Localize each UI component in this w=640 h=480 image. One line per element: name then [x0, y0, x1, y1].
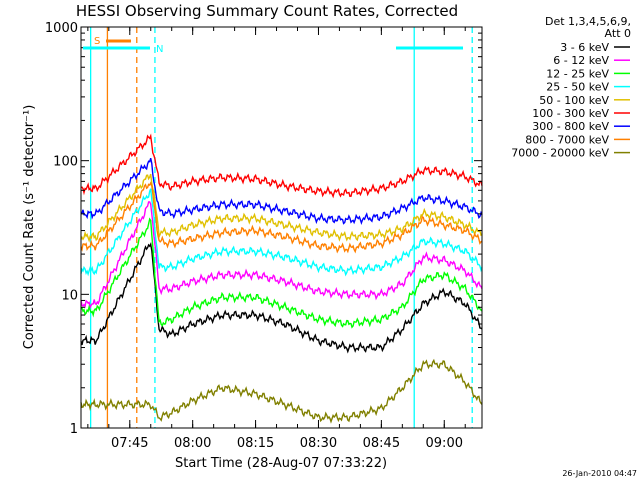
saa-label: S	[94, 36, 100, 47]
legend-label: 800 - 7000 keV	[525, 133, 609, 146]
series-line	[80, 181, 483, 254]
timestamp: 26-Jan-2010 04:47	[562, 469, 637, 478]
legend-label: 7000 - 20000 keV	[511, 147, 609, 160]
y-tick-label: 100	[53, 155, 78, 170]
x-tick-label: 07:45	[111, 436, 148, 451]
series-line	[80, 241, 483, 354]
series-line	[80, 133, 483, 199]
series-line	[80, 201, 483, 310]
legend-label: 6 - 12 keV	[553, 54, 609, 67]
legend-header-1: Det 1,3,4,5,6,9,	[545, 15, 631, 28]
y-tick-label: 1000	[45, 21, 78, 36]
x-tick-label: 08:15	[237, 436, 274, 451]
x-tick-label: 09:00	[426, 436, 463, 451]
series-layer	[80, 133, 483, 424]
legend-label: 25 - 50 keV	[546, 81, 609, 94]
series-line	[80, 217, 483, 329]
series-line	[80, 173, 483, 243]
night-label: N	[156, 44, 163, 55]
legend-header-2: Att 0	[605, 27, 631, 40]
x-tick-label: 08:45	[363, 436, 400, 451]
plot-frame	[80, 26, 483, 429]
y-tick-label: 1	[70, 422, 78, 437]
annotations: S N	[83, 36, 463, 55]
x-tick-label: 08:00	[174, 436, 211, 451]
y-tick-label: 10	[61, 288, 78, 303]
legend-label: 300 - 800 keV	[532, 120, 609, 133]
y-axis-label: Corrected Count Rate (s⁻¹ detector⁻¹)	[22, 105, 37, 350]
x-axis-label: Start Time (28-Aug-07 07:33:22)	[175, 456, 387, 471]
chart-title: HESSI Observing Summary Count Rates, Cor…	[76, 2, 458, 20]
x-axis: 07:45 08:00 08:15 08:30 08:45 09:00	[87, 27, 466, 451]
series-line	[80, 188, 483, 277]
legend-label: 50 - 100 keV	[539, 94, 609, 107]
legend-label: 12 - 25 keV	[546, 67, 609, 80]
y-axis: 1 10 100 1000	[45, 21, 482, 437]
legend-label: 100 - 300 keV	[532, 107, 609, 120]
series-line	[80, 158, 483, 226]
series-line	[80, 358, 483, 424]
legend-label: 3 - 6 keV	[560, 41, 609, 54]
x-tick-label: 08:30	[300, 436, 337, 451]
